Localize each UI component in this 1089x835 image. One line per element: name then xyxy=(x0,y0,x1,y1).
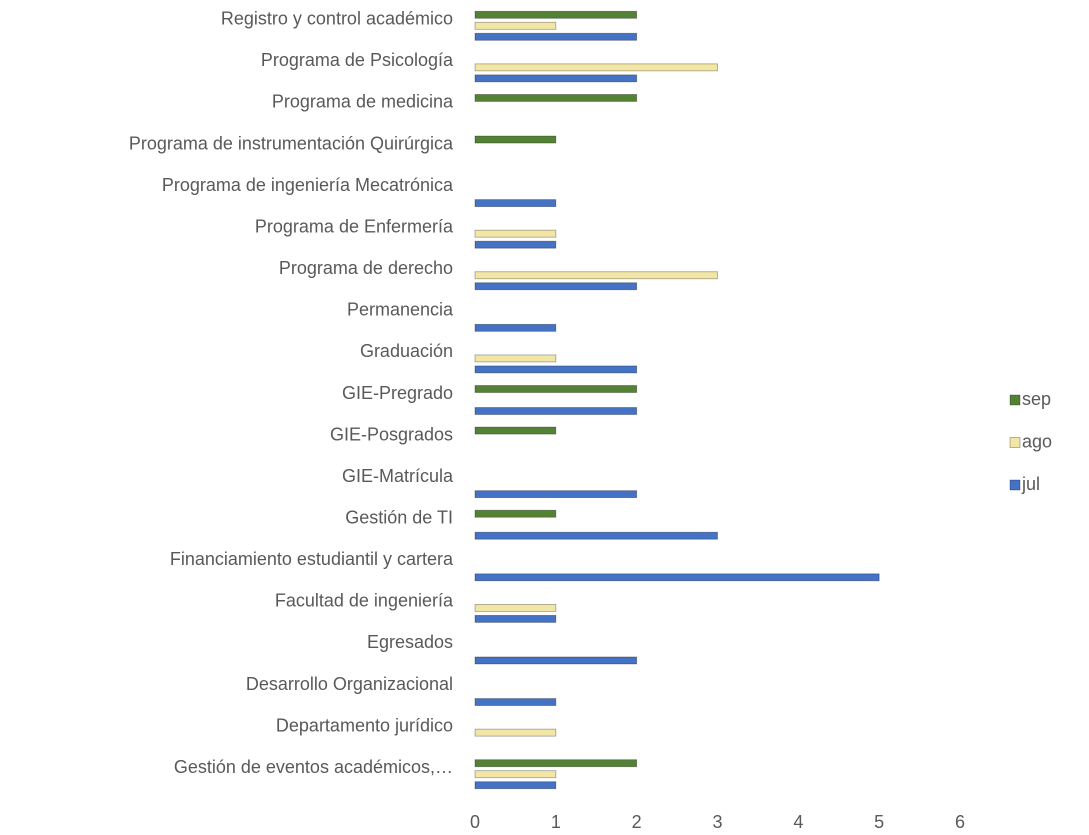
x-tick-label: 1 xyxy=(551,812,561,832)
bar xyxy=(474,407,638,415)
y-tick-label: Financiamiento estudiantil y cartera xyxy=(170,549,454,569)
y-tick-label: Gestión de TI xyxy=(345,507,453,527)
legend-label: ago xyxy=(1022,431,1052,451)
bar xyxy=(474,365,638,374)
bar xyxy=(474,63,718,72)
bar xyxy=(474,426,557,435)
x-tick-label: 5 xyxy=(874,812,884,832)
bar xyxy=(474,135,557,144)
legend-label: sep xyxy=(1022,389,1051,409)
y-tick-label: Graduación xyxy=(360,341,453,361)
bar xyxy=(474,10,638,19)
bar xyxy=(474,770,557,779)
bar xyxy=(474,271,718,280)
bar xyxy=(474,509,557,518)
y-tick-label: GIE-Pregrado xyxy=(342,383,453,403)
bar xyxy=(474,94,638,102)
bar xyxy=(474,614,557,623)
y-tick-label: Programa de Psicología xyxy=(261,50,454,70)
bar xyxy=(474,781,557,790)
bar xyxy=(474,32,638,41)
y-tick-label: Facultad de ingeniería xyxy=(275,591,454,611)
bar xyxy=(474,728,557,737)
legend-label: jul xyxy=(1021,474,1040,494)
bar xyxy=(474,354,557,363)
y-tick-label: Departamento jurídico xyxy=(276,715,453,735)
y-tick-label: Desarrollo Organizacional xyxy=(246,674,453,694)
y-tick-label: Programa de medicina xyxy=(272,92,454,112)
y-tick-label: Programa de derecho xyxy=(279,258,453,278)
y-tick-label: Egresados xyxy=(367,632,453,652)
y-tick-label: GIE-Posgrados xyxy=(330,424,453,444)
bar xyxy=(474,698,557,706)
bar xyxy=(474,21,557,30)
legend-swatch xyxy=(1009,479,1021,491)
x-tick-label: 0 xyxy=(470,812,480,832)
bar xyxy=(474,199,557,208)
y-tick-label: Registro y control académico xyxy=(221,9,453,29)
bar xyxy=(474,323,557,332)
x-tick-label: 4 xyxy=(793,812,803,832)
x-tick-label: 3 xyxy=(712,812,722,832)
bar xyxy=(474,531,718,540)
bar xyxy=(474,282,638,291)
bar xyxy=(474,240,557,249)
bar xyxy=(474,385,638,393)
bar xyxy=(474,490,638,499)
bar xyxy=(474,573,880,582)
y-tick-label: Gestión de eventos académicos,… xyxy=(174,757,453,777)
bar xyxy=(474,759,638,768)
bar xyxy=(474,229,557,238)
bar xyxy=(474,656,638,665)
bar xyxy=(474,74,638,83)
legend-swatch xyxy=(1009,394,1021,406)
y-tick-label: Programa de instrumentación Quirúrgica xyxy=(129,133,454,153)
y-tick-label: Permanencia xyxy=(347,300,454,320)
y-tick-label: Programa de ingeniería Mecatrónica xyxy=(162,175,454,195)
legend-swatch xyxy=(1009,437,1021,448)
x-tick-label: 6 xyxy=(955,812,965,832)
y-tick-label: Programa de Enfermería xyxy=(255,216,454,236)
x-tick-label: 2 xyxy=(632,812,642,832)
y-tick-label: GIE-Matrícula xyxy=(342,466,454,486)
bar xyxy=(474,603,557,612)
